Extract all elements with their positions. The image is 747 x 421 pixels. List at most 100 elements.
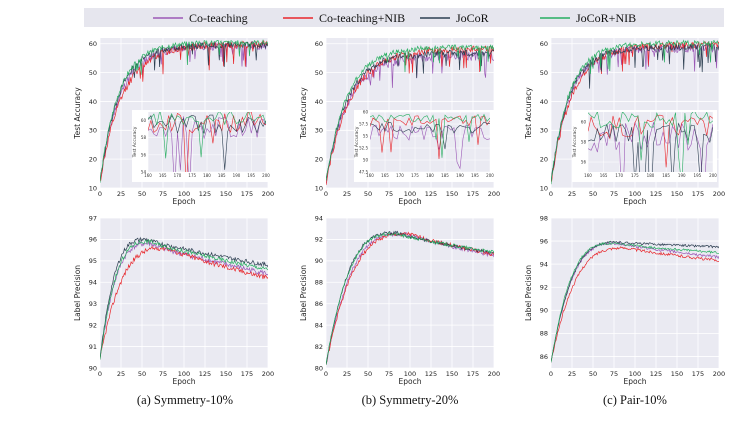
y-tick-label: 88 xyxy=(540,330,548,338)
x-tick-label: 175 xyxy=(241,190,253,198)
x-tick-label: 75 xyxy=(610,370,618,378)
inset-x-tick-label: 195 xyxy=(694,173,702,178)
inset-y-axis-label: Test Accuracy xyxy=(572,126,578,158)
y-axis-label: Test Accuracy xyxy=(524,87,533,140)
x-tick-label: 175 xyxy=(692,190,704,198)
legend: Co-teaching Co-teaching+NIB JoCoR JoCoR+NIB xyxy=(84,8,724,27)
chart-2: 10 20 30 40 50 60 0 25 50 75 100 125 150 175 200 Epoch T… xyxy=(299,38,500,206)
inset-x-tick-label: 190 xyxy=(678,173,686,178)
series-line-jocor-nib xyxy=(100,239,268,360)
inset-y-tick-label: 60 xyxy=(581,119,587,124)
x-tick-label: 0 xyxy=(324,190,328,198)
y-tick-label: 86 xyxy=(540,353,548,361)
x-axis-label: Epoch xyxy=(624,197,647,206)
inset-x-tick-label: 195 xyxy=(471,173,479,178)
x-tick-label: 200 xyxy=(488,190,500,198)
y-tick-label: 10 xyxy=(315,184,323,192)
x-tick-label: 125 xyxy=(425,370,437,378)
inset-x-tick-label: 160 xyxy=(144,173,152,178)
subfigure-caption: (c) Pair-10% xyxy=(603,393,667,407)
chart-4: 90 91 92 93 94 95 96 97 0 25 50 75 100 125 150 175 200 Ep… xyxy=(73,214,274,386)
x-tick-label: 100 xyxy=(629,370,641,378)
inset-x-tick-label: 175 xyxy=(631,173,639,178)
x-tick-label: 25 xyxy=(343,190,351,198)
series-line-co-teaching xyxy=(551,241,719,363)
y-tick-label: 20 xyxy=(89,155,97,163)
chart-6: 86 88 90 92 94 96 98 0 25 50 75 100 125 150 175 200 Epoc… xyxy=(524,214,725,386)
x-tick-label: 125 xyxy=(199,370,211,378)
inset-x-tick-label: 200 xyxy=(709,173,717,178)
x-tick-label: 50 xyxy=(589,190,597,198)
inset-y-tick-label: 54 xyxy=(141,169,147,174)
x-tick-label: 150 xyxy=(220,190,232,198)
series-line-jocor-nib xyxy=(551,39,719,185)
inset-chart: 47.5 50 52.5 55 57.5 60 160 165 170 175 180 185 190 1… xyxy=(354,109,494,182)
x-tick-label: 175 xyxy=(467,370,479,378)
series-line-jocor-nib xyxy=(326,231,494,365)
inset-x-tick-label: 180 xyxy=(203,173,211,178)
y-tick-label: 92 xyxy=(89,321,97,329)
y-tick-label: 20 xyxy=(315,155,323,163)
inset-y-tick-label: 58 xyxy=(581,139,587,144)
x-tick-label: 75 xyxy=(610,190,618,198)
inset-y-tick-label: 56 xyxy=(141,152,147,157)
x-tick-label: 0 xyxy=(98,190,102,198)
inset-x-tick-label: 165 xyxy=(381,173,389,178)
inset-series-line xyxy=(370,121,490,150)
y-tick-label: 96 xyxy=(89,236,97,244)
chart-3: 10 20 30 40 50 60 0 25 50 75 100 125 150 175 200 Epoch T… xyxy=(524,38,725,206)
x-tick-label: 150 xyxy=(446,370,458,378)
chart-5: 80 82 84 86 88 90 92 94 0 25 50 75 100 125 150 175 200 Ep… xyxy=(299,214,500,386)
y-tick-label: 40 xyxy=(540,98,548,106)
y-tick-label: 20 xyxy=(540,155,548,163)
x-tick-label: 175 xyxy=(467,190,479,198)
y-tick-label: 93 xyxy=(89,300,97,308)
x-tick-label: 100 xyxy=(404,370,416,378)
x-tick-label: 75 xyxy=(385,370,393,378)
inset-x-tick-label: 195 xyxy=(247,173,255,178)
inset-chart: 56 58 60 160 165 170 175 180 185 190 195 200 Test Ac… xyxy=(572,110,717,182)
x-tick-label: 125 xyxy=(199,190,211,198)
inset-x-tick-label: 160 xyxy=(366,173,374,178)
inset-x-tick-label: 185 xyxy=(218,173,226,178)
x-tick-label: 25 xyxy=(343,370,351,378)
x-tick-label: 150 xyxy=(446,190,458,198)
x-tick-label: 50 xyxy=(364,190,372,198)
x-tick-label: 200 xyxy=(713,370,725,378)
x-tick-label: 100 xyxy=(178,370,190,378)
inset-y-tick-label: 47.5 xyxy=(359,169,368,174)
x-axis-label: Epoch xyxy=(399,377,422,386)
y-tick-label: 96 xyxy=(540,237,548,245)
y-tick-label: 84 xyxy=(315,321,323,329)
x-tick-label: 25 xyxy=(117,190,125,198)
inset-x-tick-label: 175 xyxy=(188,173,196,178)
legend-entry: JoCoR xyxy=(456,11,489,25)
series-line-jocor-nib xyxy=(326,44,494,181)
inset-series-line xyxy=(588,121,713,172)
subfigure-caption: (b) Symmetry-20% xyxy=(362,393,459,407)
y-tick-label: 97 xyxy=(89,214,97,222)
y-tick-label: 60 xyxy=(540,40,548,48)
inset-series-line xyxy=(148,112,266,172)
inset-series-line xyxy=(588,114,713,168)
x-tick-label: 175 xyxy=(241,370,253,378)
x-tick-label: 125 xyxy=(650,370,662,378)
series-line-co-teaching-nib xyxy=(326,231,494,365)
inset-x-tick-label: 170 xyxy=(615,173,623,178)
y-tick-label: 82 xyxy=(315,343,323,351)
subfigure-caption: (a) Symmetry-10% xyxy=(137,393,233,407)
x-tick-label: 50 xyxy=(364,370,372,378)
series-line-jocor xyxy=(326,49,494,180)
inset-x-tick-label: 200 xyxy=(486,173,494,178)
inset-y-tick-label: 56 xyxy=(581,159,587,164)
x-tick-label: 75 xyxy=(159,370,167,378)
series-line-jocor-nib xyxy=(551,241,719,363)
y-tick-label: 50 xyxy=(89,69,97,77)
inset-x-tick-label: 165 xyxy=(600,173,608,178)
inset-x-tick-label: 170 xyxy=(396,173,404,178)
series-line-jocor xyxy=(551,240,719,363)
y-axis-label: Label Precision xyxy=(73,265,82,321)
y-tick-label: 94 xyxy=(540,260,548,268)
y-tick-label: 50 xyxy=(540,69,548,77)
